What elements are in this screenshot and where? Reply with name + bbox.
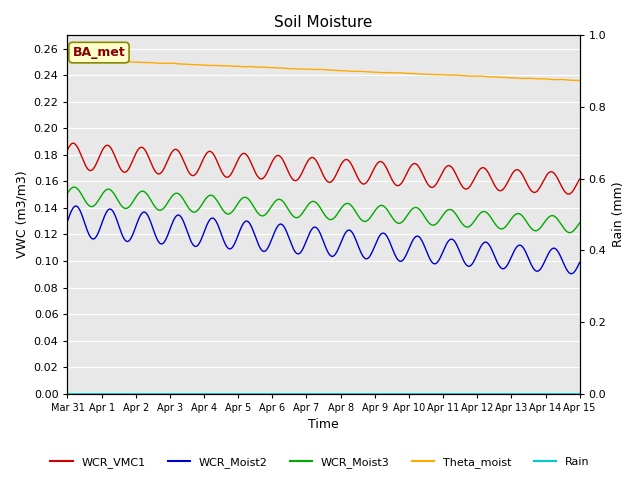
X-axis label: Time: Time: [308, 419, 339, 432]
Title: Soil Moisture: Soil Moisture: [275, 15, 372, 30]
Text: BA_met: BA_met: [72, 46, 125, 59]
Y-axis label: VWC (m3/m3): VWC (m3/m3): [15, 171, 28, 258]
Y-axis label: Rain (mm): Rain (mm): [612, 182, 625, 247]
Legend: WCR_VMC1, WCR_Moist2, WCR_Moist3, Theta_moist, Rain: WCR_VMC1, WCR_Moist2, WCR_Moist3, Theta_…: [46, 452, 594, 472]
